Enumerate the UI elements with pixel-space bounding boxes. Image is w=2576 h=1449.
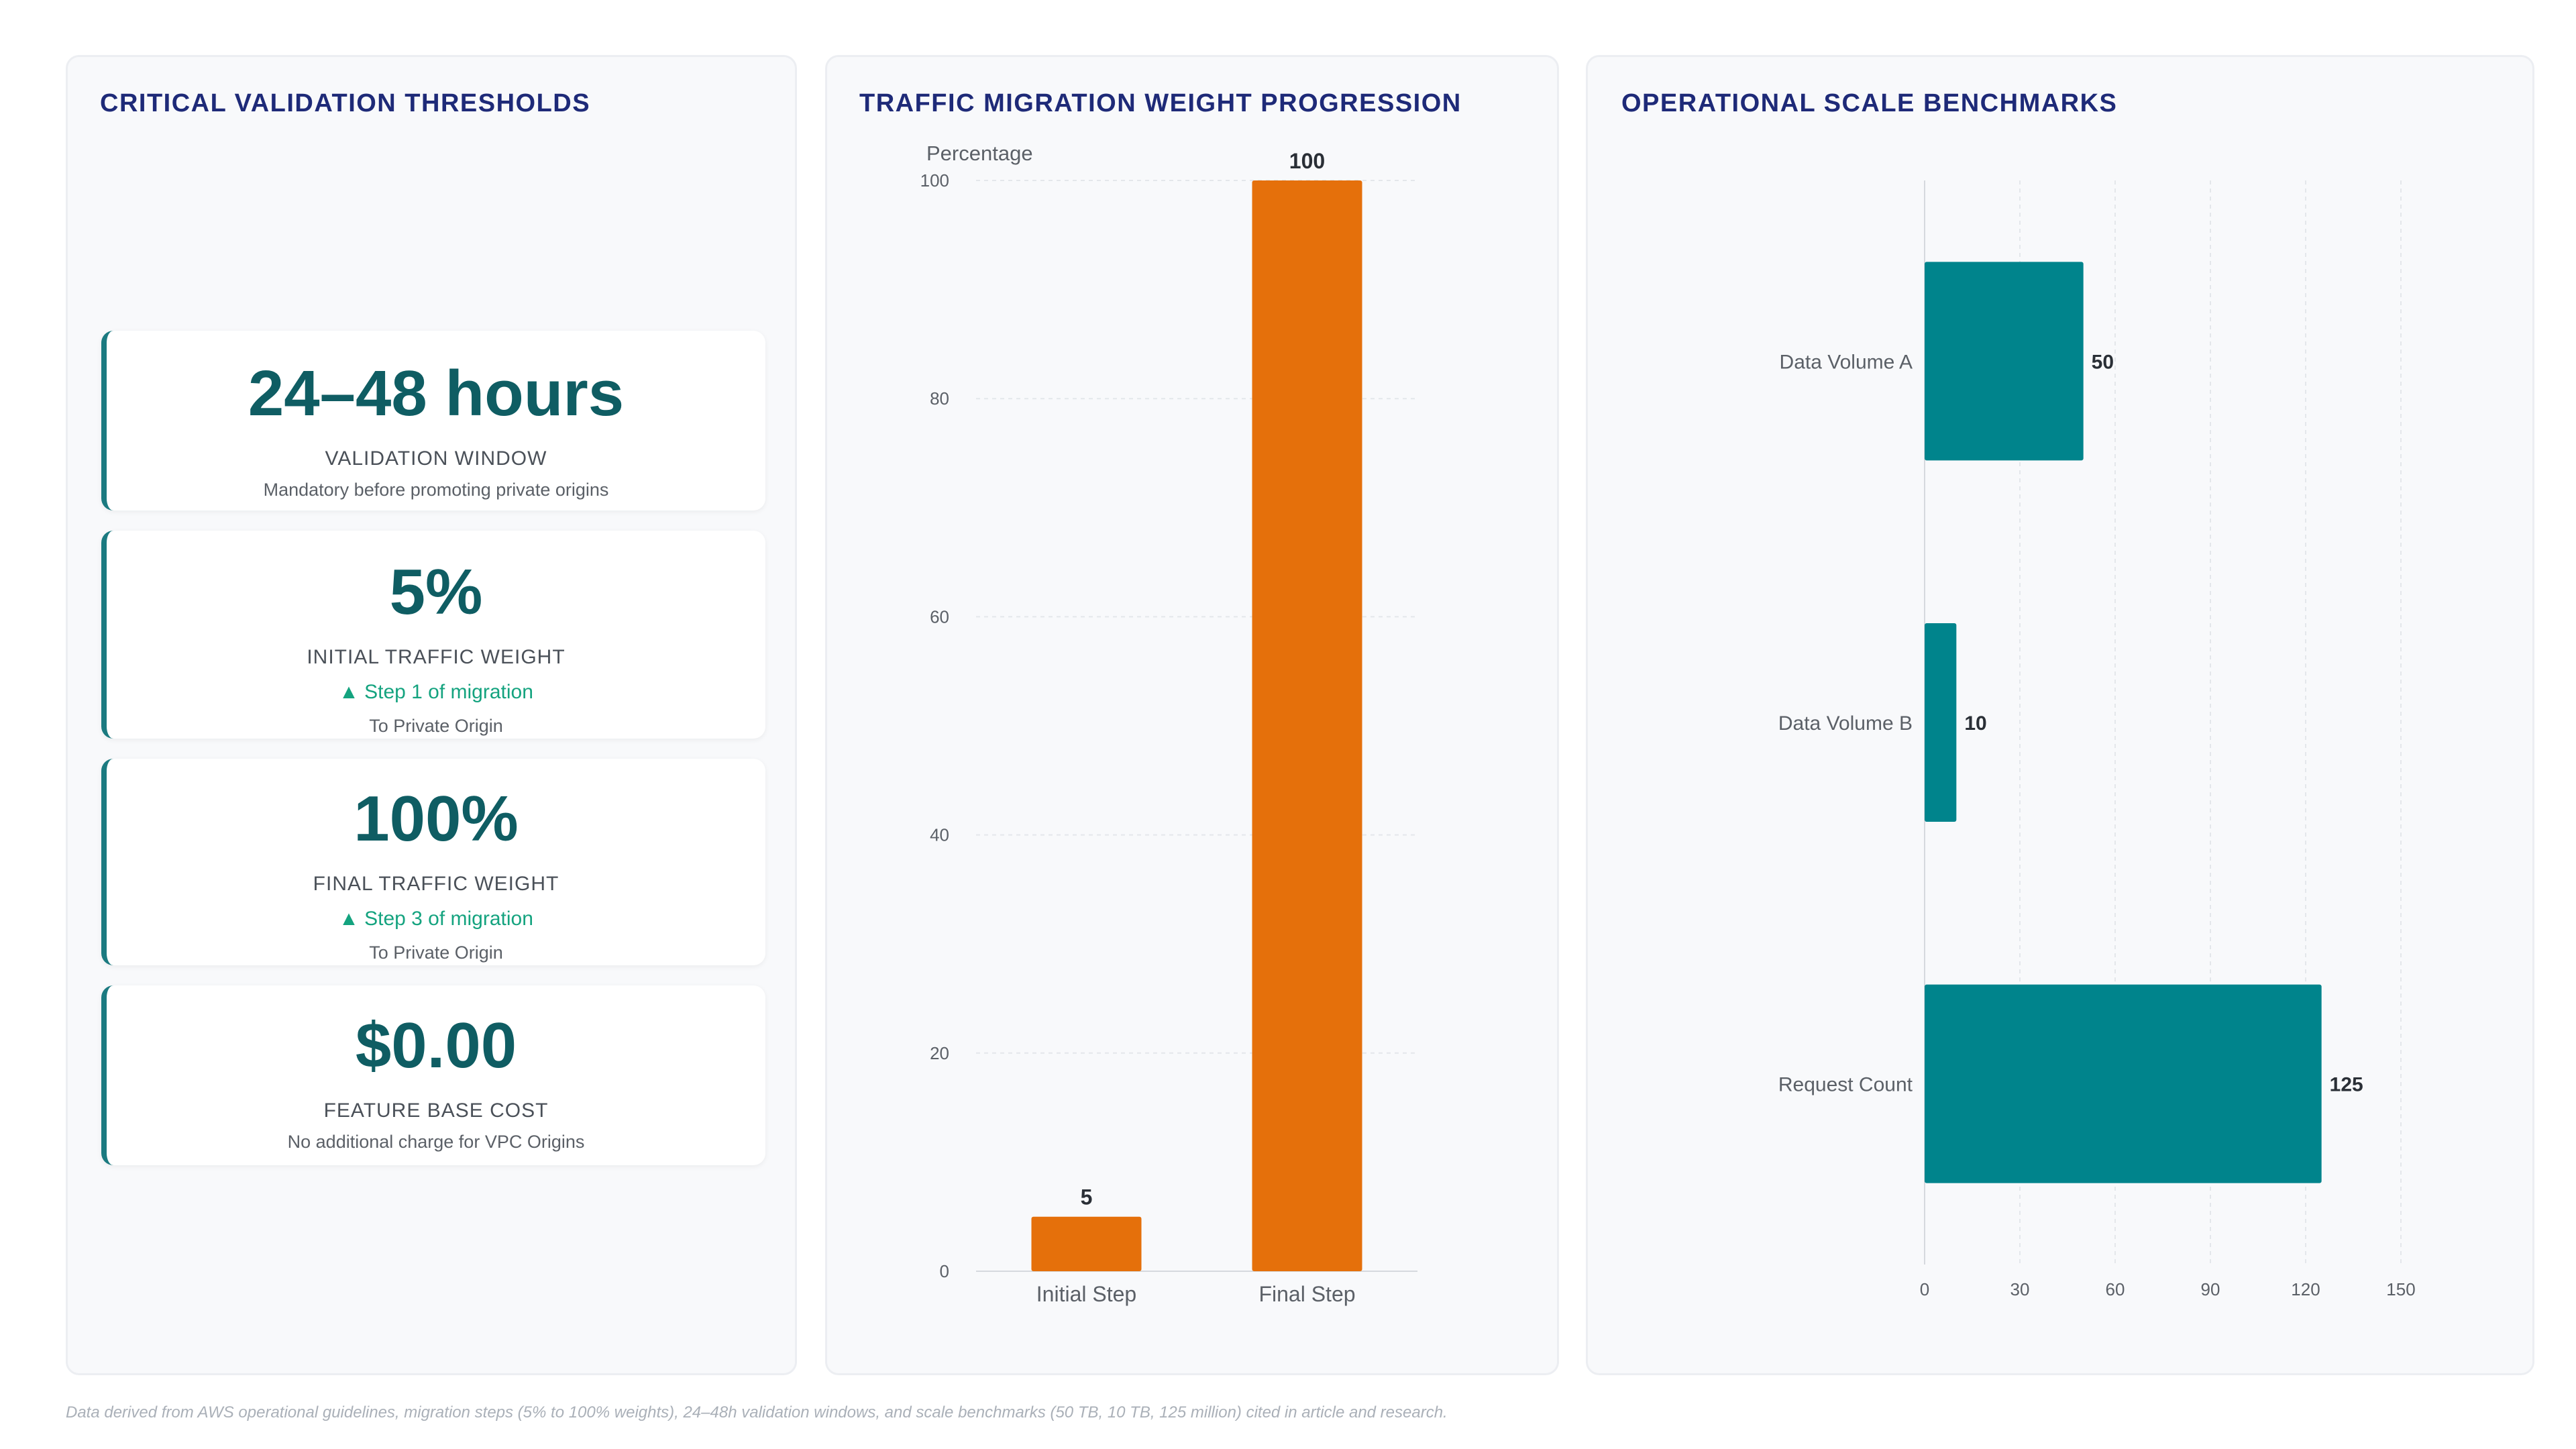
bar: [1031, 1216, 1142, 1271]
scale-bar-chart: 0 30 60 90 120 150 50 Data Volume A 10 Data Volum…: [1778, 180, 2416, 1299]
kpi-subtext: Mandatory before promoting private origi…: [263, 480, 609, 500]
kpi-subtext: To Private Origin: [369, 716, 503, 736]
validation-thresholds-panel: CRITICAL VALIDATION THRESHOLDS 24–48 hou…: [66, 55, 797, 1375]
x-tick-label: Final Step: [1258, 1282, 1355, 1306]
y-tick-label: 0: [940, 1261, 949, 1281]
kpi-card-feature-cost: $0.00 FEATURE BASE COST No additional ch…: [101, 985, 765, 1165]
y-tick-label: 100: [920, 170, 949, 191]
footnote: Data derived from AWS operational guidel…: [66, 1403, 1448, 1421]
x-tick-label: Initial Step: [1036, 1282, 1136, 1306]
x-tick-label: 90: [2201, 1279, 2220, 1299]
panel-title: TRAFFIC MIGRATION WEIGHT PROGRESSION: [859, 89, 1462, 117]
y-tick-label: Data Volume A: [1780, 351, 1913, 373]
y-tick-label: 40: [930, 825, 949, 845]
bar: [1925, 623, 1957, 822]
data-label: 50: [2092, 351, 2114, 373]
migration-bar-chart: Percentage 0 20 40 60 80 100 5 Initial Step 100 F…: [920, 142, 1417, 1306]
kpi-card-initial-weight: 5% INITIAL TRAFFIC WEIGHT ▲ Step 1 of mi…: [101, 531, 765, 739]
x-tick-label: 0: [1920, 1279, 1929, 1299]
kpi-value: 5%: [389, 556, 483, 628]
kpi-value: 24–48 hours: [248, 358, 625, 429]
kpi-trend: ▲ Step 1 of migration: [339, 681, 533, 703]
x-tick-label: 60: [2106, 1279, 2125, 1299]
kpi-label: FEATURE BASE COST: [323, 1099, 549, 1122]
bar: [1252, 180, 1362, 1271]
scale-benchmarks-panel: OPERATIONAL SCALE BENCHMARKS 0 30 60 90 120 1…: [1586, 55, 2534, 1375]
kpi-label: INITIAL TRAFFIC WEIGHT: [307, 646, 566, 668]
y-tick-label: 80: [930, 388, 949, 409]
data-label: 10: [1964, 712, 1986, 735]
kpi-label: VALIDATION WINDOW: [325, 447, 547, 470]
panel-title: CRITICAL VALIDATION THRESHOLDS: [100, 89, 591, 117]
bar: [1925, 262, 2084, 461]
y-tick-label: Data Volume B: [1778, 712, 1913, 735]
x-tick-label: 30: [2010, 1279, 2030, 1299]
kpi-card-final-weight: 100% FINAL TRAFFIC WEIGHT ▲ Step 3 of mi…: [101, 759, 765, 965]
panel-title: OPERATIONAL SCALE BENCHMARKS: [1621, 89, 2118, 117]
x-tick-label: 120: [2291, 1279, 2320, 1299]
kpi-trend: ▲ Step 3 of migration: [339, 908, 533, 930]
y-axis-label: Percentage: [926, 142, 1033, 165]
data-label: 125: [2330, 1074, 2363, 1096]
data-label: 100: [1289, 149, 1325, 173]
y-tick-label: 20: [930, 1043, 949, 1063]
x-tick-label: 150: [2386, 1279, 2415, 1299]
y-tick-label: 60: [930, 606, 949, 627]
kpi-card-validation-window: 24–48 hours VALIDATION WINDOW Mandatory …: [101, 331, 765, 511]
bar: [1925, 984, 2322, 1183]
kpi-value: 100%: [354, 783, 519, 855]
migration-weight-panel: TRAFFIC MIGRATION WEIGHT PROGRESSION Per…: [825, 55, 1559, 1375]
kpi-subtext: No additional charge for VPC Origins: [287, 1132, 585, 1152]
kpi-label: FINAL TRAFFIC WEIGHT: [313, 873, 559, 895]
kpi-value: $0.00: [355, 1010, 517, 1081]
data-label: 5: [1081, 1185, 1093, 1210]
kpi-subtext: To Private Origin: [369, 943, 503, 963]
y-tick-label: Request Count: [1778, 1074, 1913, 1096]
